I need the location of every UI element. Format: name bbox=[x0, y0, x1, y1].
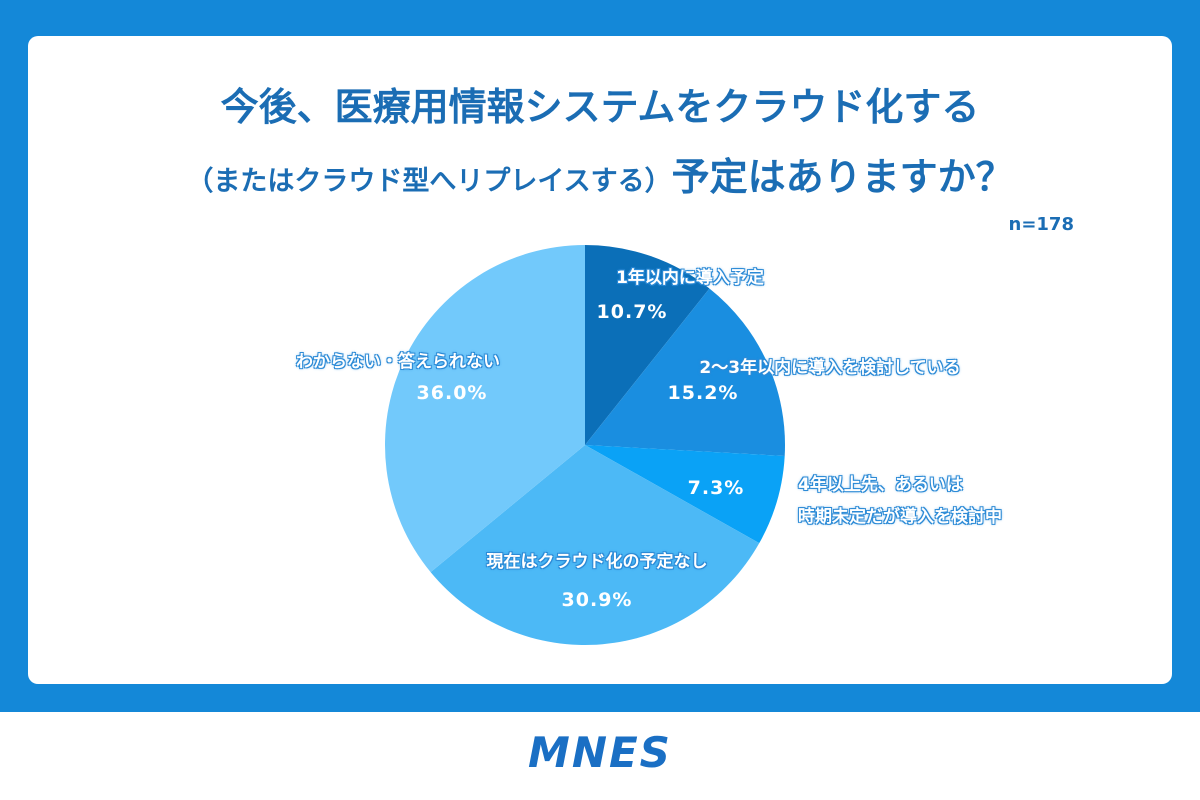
value-label: 7.3% bbox=[687, 477, 745, 499]
value-label: 30.9% bbox=[561, 589, 633, 611]
title-question: 予定はありますか？ bbox=[671, 155, 1014, 199]
chart-title-line2: （またはクラウド型へリプレイスする）予定はありますか？ bbox=[0, 146, 1200, 201]
slice-label: 2〜3年以内に導入を検討している bbox=[699, 358, 961, 378]
pie-slice bbox=[385, 245, 585, 573]
slice-label: 4年以上先、あるいは 時期未定だが導入を検討中 bbox=[798, 475, 1002, 527]
slice-label: わからない・答えられない bbox=[296, 352, 500, 372]
value-label: 15.2% bbox=[667, 382, 739, 404]
slice-label: 1年以内に導入予定 bbox=[616, 268, 764, 288]
value-label: 10.7% bbox=[596, 301, 668, 323]
slice-label: 現在はクラウド化の予定なし bbox=[486, 552, 708, 572]
pie-slice bbox=[585, 445, 785, 544]
pie-slice bbox=[585, 245, 710, 445]
chart-title: 今後、医療用情報システムをクラウド化する bbox=[220, 85, 980, 129]
pie-slice bbox=[430, 445, 760, 645]
title-note: （またはクラウド型へリプレイスする） bbox=[186, 166, 672, 197]
logo: MNES bbox=[528, 728, 672, 777]
value-label: 36.0% bbox=[416, 382, 488, 404]
pie-slice bbox=[585, 288, 785, 456]
sample-size: n=178 bbox=[1008, 214, 1074, 235]
